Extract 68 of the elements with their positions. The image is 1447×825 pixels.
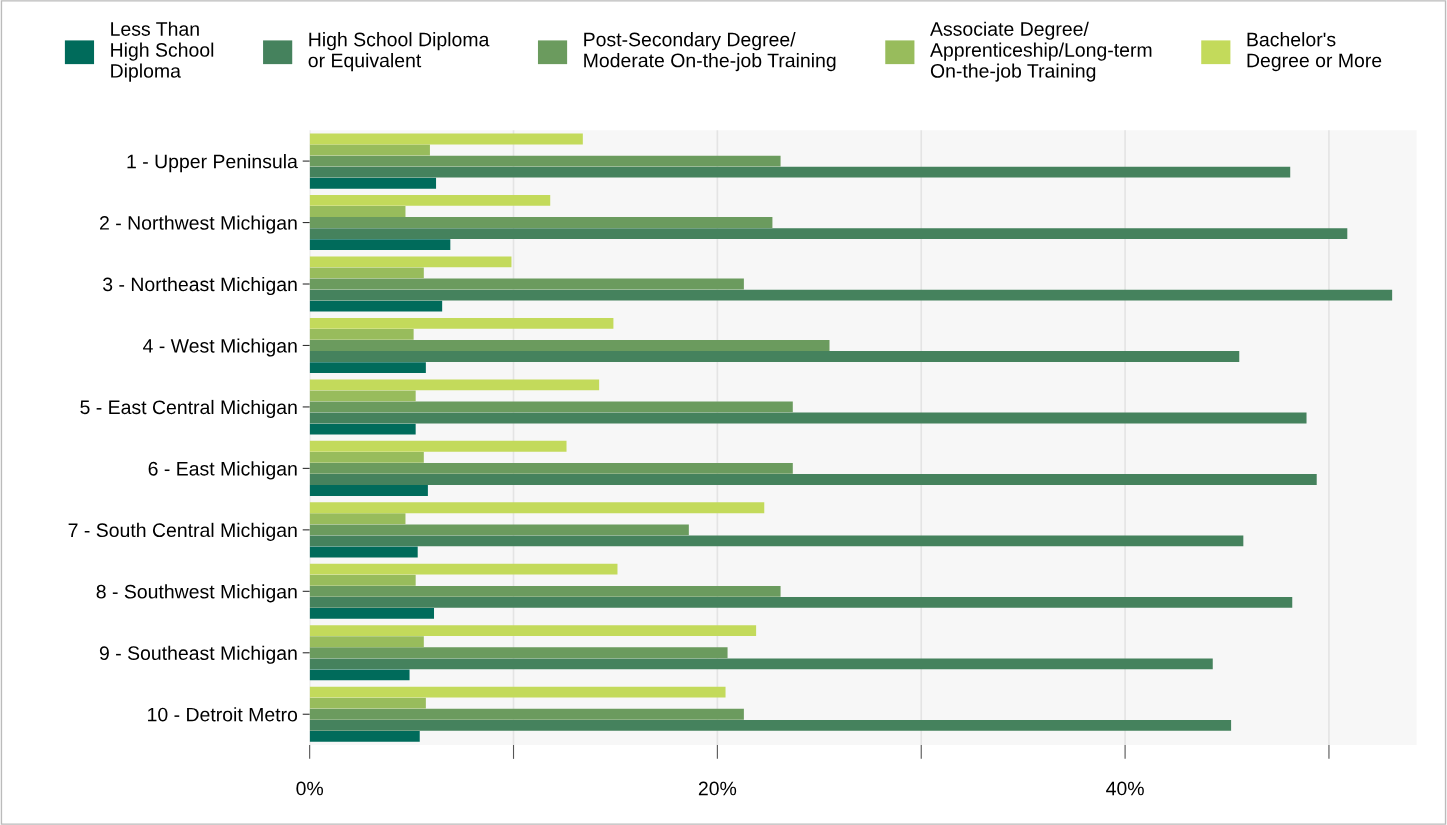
bar (309, 390, 416, 402)
bar (309, 647, 728, 659)
bar (309, 206, 406, 217)
bar (309, 133, 583, 145)
bar (309, 474, 1317, 485)
legend-label: Less Than High School Diploma (111, 21, 214, 82)
bar (309, 719, 1232, 731)
bar (309, 289, 1393, 301)
bar (309, 608, 435, 619)
bar (309, 340, 830, 351)
bar (309, 317, 614, 329)
bar (309, 177, 437, 189)
bar (309, 535, 1244, 547)
y-tick-label: 4 - West Michigan (143, 338, 297, 357)
bar (309, 462, 793, 474)
bar (309, 585, 781, 597)
bar (309, 362, 426, 374)
legend-label: High School Diploma or Equivalent (308, 32, 490, 72)
bar (309, 563, 618, 575)
bar (309, 267, 424, 279)
y-tick-label: 3 - Northeast Michigan (102, 276, 297, 296)
bar (309, 708, 744, 720)
bar (309, 300, 443, 312)
bar (309, 686, 726, 698)
bar (309, 524, 689, 536)
bar (309, 256, 512, 268)
bar (309, 485, 428, 496)
bar (309, 166, 1291, 178)
x-tick-label: 40% (1106, 781, 1144, 796)
bar (309, 440, 567, 452)
bar (309, 195, 551, 206)
legend-label: Bachelor's Degree or More (1247, 32, 1382, 72)
y-tick-label: 1 - Upper Peninsula (127, 154, 298, 173)
bar (309, 328, 414, 340)
bar (309, 423, 416, 435)
x-tick-label: 20% (698, 781, 737, 796)
y-tick-label: 7 - South Central Michigan (68, 522, 297, 541)
bar (309, 451, 424, 463)
bar (309, 239, 451, 251)
bar (309, 658, 1213, 670)
bar (309, 625, 757, 637)
x-tick-label: 0% (296, 781, 324, 796)
y-tick-label: 6 - East Michigan (148, 461, 297, 480)
bar (309, 513, 406, 525)
bar (309, 669, 410, 681)
bar (309, 278, 744, 290)
y-tick-label: 8 - Southwest Michigan (96, 584, 297, 603)
bar (309, 228, 1348, 240)
bar (309, 574, 416, 586)
y-tick-label: 10 - Detroit Metro (148, 707, 298, 722)
bar (309, 217, 773, 228)
bar (309, 596, 1293, 608)
bar (309, 730, 420, 742)
bar (309, 636, 424, 648)
y-tick-label: 2 - Northwest Michigan (100, 215, 297, 234)
legend-label: Post-Secondary Degree/ Moderate On-the-job Training (584, 32, 836, 72)
y-tick-label: 9 - Southeast Michigan (99, 645, 297, 664)
legend-label: Associate Degree/ Apprenticeship/Long-term On-the-job Training (930, 21, 1152, 82)
bar (309, 144, 430, 156)
bar (309, 412, 1307, 424)
bar (309, 351, 1240, 362)
bar (309, 502, 765, 514)
y-tick-label: 5 - East Central Michigan (80, 399, 297, 419)
bar (309, 697, 426, 709)
bar (309, 379, 600, 391)
bar (309, 155, 781, 167)
bar (309, 546, 418, 558)
bar (309, 401, 793, 413)
